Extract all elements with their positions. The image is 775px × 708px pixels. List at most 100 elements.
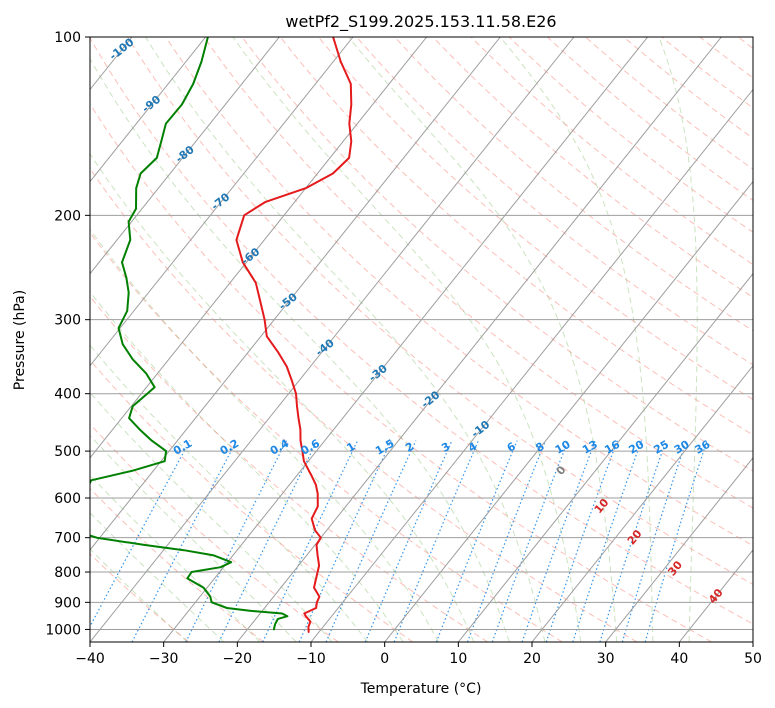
mixing-ratio-line (298, 440, 392, 642)
mixing-ratio-line (644, 440, 708, 642)
dry-adiabat (585, 37, 753, 170)
dry-adiabat (90, 423, 339, 642)
dry-adiabat (203, 37, 753, 509)
mixing-ratio-label: 30 (672, 438, 692, 457)
dry-adiabat (699, 37, 753, 79)
moist-adiabats (90, 37, 698, 642)
wetbulb-label: 40 (706, 586, 726, 606)
moist-adiabat (499, 37, 654, 642)
isotherm-label: -40 (313, 336, 337, 359)
y-tick-label: 500 (54, 444, 81, 460)
y-axis-label: Pressure (hPa) (12, 290, 28, 390)
mixing-ratio-line (393, 440, 479, 642)
isotherm-line (457, 272, 753, 642)
moist-adiabat (90, 228, 439, 642)
dry-adiabat (318, 37, 753, 401)
dry-adiabat (90, 487, 264, 642)
dewpoint-profile (90, 37, 289, 631)
mixing-ratio-label: 0.4 (268, 437, 292, 458)
dry-adiabat (279, 37, 753, 436)
moist-adiabat (90, 344, 369, 642)
mixing-ratio-line (131, 440, 238, 642)
mixing-ratio-line (545, 440, 618, 642)
isotherm-line (90, 37, 280, 275)
plot-frame (89, 36, 754, 643)
dry-adiabat (737, 37, 753, 50)
mixing-ratio-label: 20 (627, 438, 647, 457)
isotherm-label: -100 (107, 35, 137, 63)
x-axis: −40 −30 −20 −10 0 10 20 30 40 50 (75, 642, 762, 667)
isotherm-label: -90 (140, 93, 164, 116)
isotherms (0, 37, 753, 642)
isotherm-label: -60 (239, 245, 263, 268)
moist-adiabat (348, 37, 618, 642)
isotherm-label: -10 (469, 418, 493, 441)
moist-adiabat (145, 37, 546, 642)
x-tick-label: −20 (223, 651, 253, 667)
isotherm-line (531, 364, 753, 642)
x-tick-label: −30 (149, 651, 179, 667)
mixing-ratio-line (364, 440, 453, 642)
profiles (90, 37, 353, 633)
mixing-ratio-label: 25 (651, 438, 671, 457)
mixing-ratio-line (218, 440, 318, 642)
moist-adiabat (90, 57, 510, 642)
isotherm-label: -30 (366, 362, 390, 385)
temperature-profile (235, 37, 353, 633)
dry-adiabat (90, 295, 488, 642)
dry-adiabat (547, 37, 753, 201)
dry-adiabat (432, 37, 753, 298)
isotherm-line (678, 549, 753, 642)
y-tick-label: 100 (54, 30, 81, 46)
dry-adiabat (241, 37, 753, 472)
mixing-ratio-label: 0.1 (171, 437, 194, 458)
x-tick-label: 20 (523, 651, 541, 667)
mixing-ratio-line (599, 440, 667, 642)
moist-adiabat (90, 153, 475, 642)
isobars (90, 37, 753, 630)
y-tick-label: 700 (54, 531, 81, 547)
wetbulb-label: 10 (592, 496, 612, 516)
x-tick-label: 30 (597, 651, 615, 667)
mixing-ratio-label: 3 (439, 440, 452, 455)
dry-adiabat (90, 553, 190, 642)
isotherm-line (0, 37, 58, 642)
mixing-ratio-label: 0.2 (218, 437, 241, 458)
isotherm-line (90, 37, 575, 642)
dry-adiabats (90, 37, 753, 642)
x-tick-label: 50 (744, 651, 762, 667)
isotherm-line (310, 88, 753, 642)
mixing-ratio-label: 0.6 (299, 437, 323, 458)
isotherm-line (605, 457, 753, 642)
mixing-ratio-line (90, 440, 191, 628)
dry-adiabat (165, 37, 753, 547)
isotherm-line (384, 180, 753, 642)
isotherm-line (90, 37, 207, 183)
y-tick-label: 1000 (45, 622, 81, 638)
wetbulb-label: 0 (554, 463, 569, 477)
mixing-ratio-line (466, 440, 547, 642)
y-tick-label: 800 (54, 565, 81, 581)
mixing-ratio-line (325, 440, 417, 642)
isotherm-line (90, 37, 354, 367)
wetbulb-label: 20 (625, 527, 645, 547)
moist-adiabat (232, 37, 582, 642)
mixing-ratio-line (491, 440, 569, 642)
moist-adiabat (90, 511, 225, 642)
isotherm-line (236, 37, 722, 642)
isotherm-line (163, 37, 649, 642)
dry-adiabat (90, 231, 563, 642)
mixing-ratio-label: 13 (580, 438, 600, 457)
y-tick-label: 600 (54, 491, 81, 507)
dry-adiabat (90, 103, 712, 642)
dry-adiabat (470, 37, 753, 266)
x-tick-label: 10 (449, 651, 467, 667)
x-tick-label: 40 (670, 651, 688, 667)
y-tick-label: 300 (54, 313, 81, 329)
mixing-ratio-line (521, 440, 596, 642)
dry-adiabat (356, 37, 753, 366)
plot-area: -100-90-80-70-60-50-40-30-20-100.1 0.2 0.4… (0, 35, 753, 642)
x-tick-label: −10 (296, 651, 326, 667)
mixing-ratio-line (621, 440, 687, 642)
